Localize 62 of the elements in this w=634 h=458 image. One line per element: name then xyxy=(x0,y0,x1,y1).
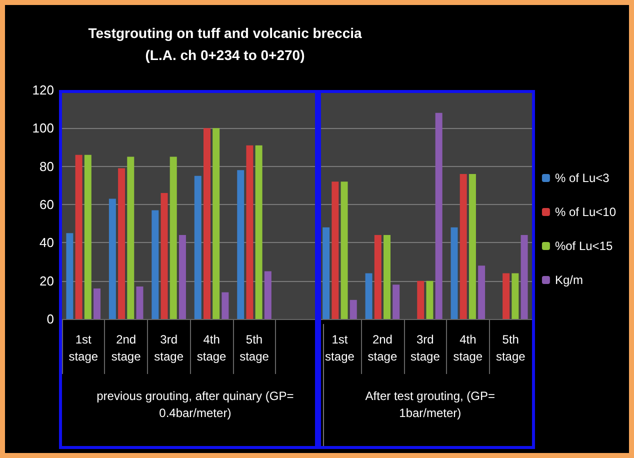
bar xyxy=(152,210,159,319)
x-tick-label: 4th stage xyxy=(196,332,227,364)
y-tick-label: 40 xyxy=(40,235,54,250)
bar xyxy=(392,284,400,319)
bar xyxy=(212,128,220,319)
bar xyxy=(365,273,372,319)
bar xyxy=(264,271,272,319)
bar xyxy=(237,170,244,319)
bar xyxy=(512,273,519,319)
y-tick-label: 100 xyxy=(32,120,54,136)
x-tick-label: 2nd stage xyxy=(368,332,398,364)
legend-label: % of Lu<3 xyxy=(554,171,610,185)
bar xyxy=(108,198,116,319)
x-tick-label: 1st stage xyxy=(325,332,355,364)
bar xyxy=(127,156,134,319)
x-tick-label: 5th stage xyxy=(240,332,270,364)
text: After test grouting, (GP= 1bar/meter) xyxy=(364,388,496,422)
bar xyxy=(426,280,434,319)
chart-title: Testgrouting on tuff and volcanic breccia (L.A. ch 0+234 to 0+270) xyxy=(88,25,362,63)
legend-label: % of Lu<10 xyxy=(554,205,616,219)
x-tick-label: 4th stage xyxy=(453,332,483,364)
bar xyxy=(194,176,202,319)
legend-label: %of Lu<15 xyxy=(554,239,613,253)
bar xyxy=(502,273,510,319)
y-tick-label: 80 xyxy=(40,158,54,174)
x-tick-label: 1st stage xyxy=(68,332,98,364)
text: previous grouting, after quinary (GP= 0.4bar/meter) xyxy=(96,388,295,422)
y-tick-label: 60 xyxy=(40,197,54,212)
x-tick-label: 3rd stage xyxy=(410,332,440,364)
bar xyxy=(118,168,126,319)
bar xyxy=(520,235,528,319)
bar xyxy=(170,156,177,319)
bar xyxy=(468,174,476,319)
bar xyxy=(246,145,254,319)
bar xyxy=(384,235,391,319)
bar xyxy=(478,266,486,319)
bar xyxy=(94,288,101,319)
y-tick-label: 120 xyxy=(32,82,54,98)
x-tick-label: 2nd stage xyxy=(111,332,142,364)
bar xyxy=(160,193,168,319)
y-tick-label: 0 xyxy=(46,312,54,326)
bar xyxy=(255,145,262,319)
bar xyxy=(435,112,442,319)
bar xyxy=(350,300,357,319)
bar xyxy=(84,154,92,319)
bar xyxy=(417,280,424,319)
bar xyxy=(178,235,186,319)
x-tick-label: 3rd stage xyxy=(154,332,184,364)
bar xyxy=(136,286,144,319)
bar xyxy=(222,292,229,319)
bar xyxy=(75,154,82,319)
bar xyxy=(66,233,74,319)
legend-label: Kg/m xyxy=(554,273,583,287)
bar xyxy=(203,128,210,319)
bar xyxy=(332,182,339,319)
y-tick-label: 20 xyxy=(40,273,54,288)
bar xyxy=(374,235,382,319)
x-tick-label: 5th stage xyxy=(496,332,526,364)
bar xyxy=(340,182,348,319)
bar xyxy=(322,227,330,319)
bar xyxy=(460,174,467,319)
bar xyxy=(450,227,458,319)
